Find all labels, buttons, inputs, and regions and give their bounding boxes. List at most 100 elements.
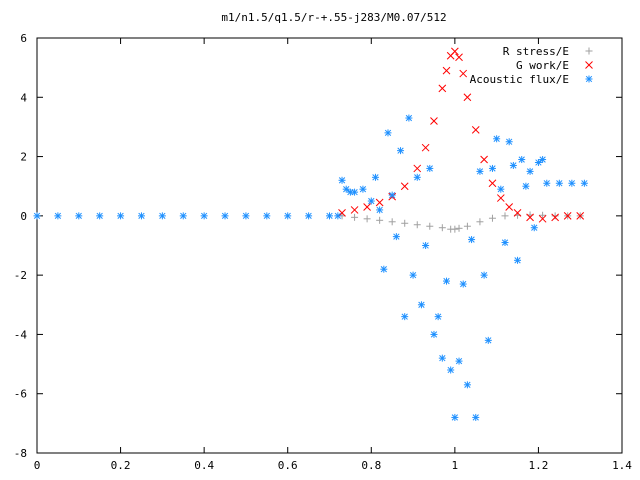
x-tick-label: 1.2	[528, 459, 548, 472]
data-point	[342, 185, 350, 193]
data-point	[551, 212, 559, 220]
data-point	[363, 215, 371, 223]
data-point	[413, 221, 421, 229]
data-point	[54, 212, 62, 220]
data-point	[455, 53, 463, 62]
x-tick-label: 0.8	[361, 459, 381, 472]
data-point	[530, 224, 538, 232]
data-point	[476, 218, 484, 226]
data-point	[117, 212, 125, 220]
data-point	[568, 179, 576, 187]
data-point	[538, 214, 547, 223]
data-point	[380, 265, 388, 273]
data-point	[338, 209, 346, 217]
y-tick-label: 6	[20, 32, 27, 45]
data-point	[376, 216, 384, 224]
data-point	[413, 173, 421, 181]
data-point	[539, 211, 547, 219]
data-point	[480, 155, 488, 164]
data-point	[455, 357, 463, 365]
data-point	[459, 280, 467, 288]
data-point	[438, 354, 446, 362]
data-point	[509, 161, 517, 169]
plot-frame	[36, 37, 623, 454]
y-tick-label: -6	[14, 388, 27, 401]
data-point	[426, 222, 434, 230]
data-point	[505, 138, 513, 146]
data-point	[388, 191, 396, 199]
data-point	[522, 182, 530, 190]
data-point	[451, 225, 459, 233]
data-point	[471, 126, 480, 134]
data-point	[401, 313, 409, 321]
legend-label: R stress/E	[503, 45, 569, 58]
data-point	[526, 167, 534, 175]
data-point	[442, 66, 451, 75]
y-tick-label: -2	[14, 269, 27, 282]
data-point	[476, 167, 484, 175]
data-point	[539, 156, 547, 164]
data-point	[563, 212, 572, 220]
data-point	[451, 47, 459, 56]
data-point	[443, 277, 450, 285]
data-point	[422, 242, 430, 249]
data-point	[334, 212, 342, 220]
data-point	[459, 69, 468, 78]
data-point	[430, 117, 438, 125]
data-point	[496, 194, 505, 202]
data-point	[371, 173, 379, 181]
legend-marker	[585, 61, 593, 69]
x-tick-label: 0.2	[111, 459, 131, 472]
data-point	[505, 203, 514, 211]
y-tick-label: 0	[20, 210, 27, 223]
x-tick-label: 1.4	[612, 459, 632, 472]
data-point	[405, 114, 413, 122]
data-point	[351, 188, 359, 196]
data-point	[421, 143, 430, 152]
y-tick-label: -8	[14, 447, 27, 460]
data-point	[438, 84, 447, 93]
data-point	[426, 164, 434, 172]
data-point	[397, 147, 405, 155]
data-point	[263, 212, 271, 220]
data-point	[284, 212, 292, 220]
data-point	[384, 129, 392, 137]
data-point	[375, 198, 384, 207]
data-point	[363, 203, 371, 211]
y-tick-label: 2	[20, 151, 27, 164]
data-point	[501, 212, 509, 220]
data-point	[455, 224, 463, 232]
data-point	[463, 222, 471, 230]
data-point	[484, 336, 492, 344]
data-point	[451, 413, 459, 421]
data-point	[472, 413, 480, 421]
data-point	[576, 212, 585, 220]
data-point	[200, 212, 208, 220]
data-point	[551, 213, 559, 222]
series-0	[338, 211, 584, 233]
axes: 0 0.2 0.4 0.6 0.8 1 1.2 1.4 6 4 2 0 -2 -4 -6 -8	[14, 32, 633, 472]
data-point	[75, 212, 83, 220]
data-point	[513, 209, 522, 217]
chart-title: m1/n1.5/q1.5/r-+.55-j283/M0.07/512	[221, 11, 446, 24]
y-tick-label: -4	[14, 328, 28, 341]
legend-label: Acoustic flux/E	[470, 73, 569, 86]
data-point	[555, 179, 563, 187]
data-point	[367, 197, 375, 205]
legend-label: G work/E	[516, 59, 569, 72]
data-point	[221, 212, 229, 220]
data-point	[534, 159, 542, 166]
data-point	[447, 366, 455, 374]
data-point	[326, 212, 333, 220]
data-point	[33, 212, 41, 220]
data-point	[434, 313, 442, 321]
data-point	[409, 271, 417, 279]
data-point	[400, 182, 409, 191]
data-point	[543, 179, 551, 187]
data-point	[359, 185, 367, 193]
data-point	[392, 233, 400, 241]
data-point	[463, 381, 471, 389]
x-tick-label: 0.6	[278, 459, 298, 472]
data-point	[518, 156, 526, 164]
